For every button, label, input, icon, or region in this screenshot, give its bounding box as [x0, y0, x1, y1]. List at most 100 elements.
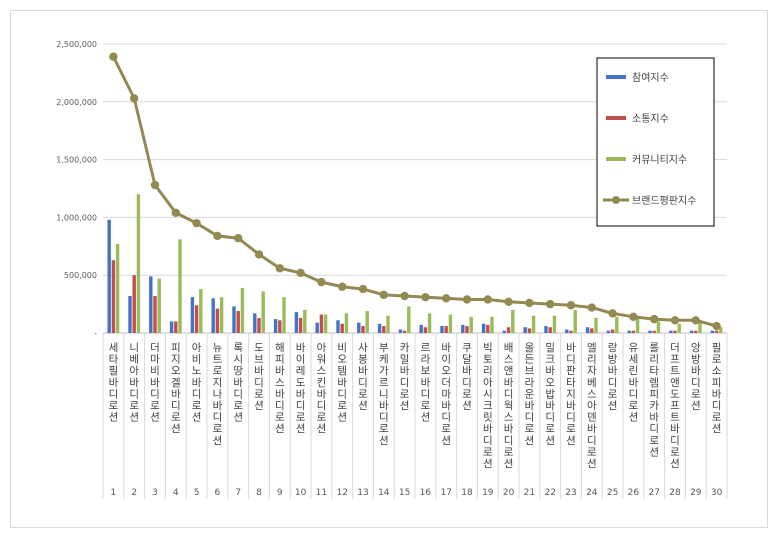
- bar: [107, 219, 111, 333]
- bar: [673, 330, 677, 333]
- bar: [336, 320, 340, 333]
- bar: [648, 330, 652, 333]
- bar: [590, 328, 594, 333]
- rank-label: 19: [482, 488, 494, 498]
- bar: [440, 326, 444, 333]
- bar: [656, 321, 661, 333]
- rank-label: 25: [607, 488, 618, 498]
- y-tick-label: 500,000: [64, 271, 97, 280]
- bar: [423, 327, 428, 333]
- data-point: [400, 291, 409, 301]
- data-point: [670, 316, 680, 325]
- bar: [261, 291, 265, 333]
- rank-label: 12: [336, 488, 347, 498]
- line-series: [109, 52, 721, 331]
- data-point: [275, 264, 284, 273]
- bar: [469, 316, 473, 333]
- bar: [569, 330, 573, 333]
- rank-label: 22: [544, 488, 555, 498]
- bar: [340, 323, 344, 333]
- bar: [132, 275, 136, 333]
- bar: [511, 309, 515, 333]
- legend-swatch: [606, 75, 626, 79]
- bar: [698, 322, 702, 333]
- rank-label: 6: [215, 488, 221, 498]
- data-point: [130, 94, 139, 103]
- rank-label: 26: [628, 488, 640, 498]
- bar: [544, 326, 548, 333]
- bar: [444, 326, 448, 333]
- data-point: [338, 282, 347, 291]
- bar: [419, 324, 423, 333]
- legend-label: 커뮤니티지수: [632, 154, 687, 166]
- legend-swatch: [606, 157, 626, 161]
- bar: [111, 260, 116, 333]
- data-point: [150, 180, 160, 190]
- bar: [232, 306, 236, 333]
- y-tick-label: 2,000,000: [56, 98, 97, 107]
- rank-label: 2: [131, 488, 137, 498]
- bar: [694, 330, 698, 333]
- rank-label: 10: [295, 488, 307, 498]
- rank-label: 17: [440, 488, 451, 498]
- bar: [565, 329, 569, 333]
- bar: [149, 276, 153, 333]
- bar: [194, 305, 199, 333]
- bar: [635, 317, 640, 333]
- bar: [178, 239, 182, 333]
- data-point: [109, 52, 118, 61]
- bar: [215, 308, 220, 333]
- data-point: [608, 309, 617, 318]
- bar: [357, 322, 361, 333]
- data-point: [462, 295, 472, 304]
- bar: [190, 297, 195, 333]
- data-point: [629, 312, 638, 322]
- bar: [631, 330, 636, 333]
- rank-label: 8: [256, 488, 262, 498]
- data-point: [504, 297, 513, 306]
- bar: [365, 311, 369, 333]
- bar: [253, 313, 257, 333]
- bar: [319, 314, 324, 333]
- bar: [606, 330, 611, 333]
- data-point: [442, 294, 451, 303]
- rank-label: 7: [235, 488, 241, 498]
- bar: [615, 316, 619, 333]
- bar: [303, 309, 307, 333]
- bar: [257, 317, 261, 333]
- bar: [174, 321, 178, 333]
- x-axis: 세 타 필 바 디 로 션 1 니 베 아 바 디 로 션 2 더 마 비 바 디 로 션 3 피 지 오 겔 바 디 로 션 4 아 비 노 바 디 로 션…: [102, 333, 728, 499]
- rank-label: 28: [669, 488, 681, 498]
- bar: [128, 296, 132, 333]
- bar: [677, 323, 681, 333]
- data-point: [213, 231, 222, 241]
- rank-label: 9: [277, 488, 283, 498]
- data-point: [192, 218, 201, 228]
- bar: [627, 330, 631, 333]
- bar: [240, 287, 245, 333]
- bar: [523, 327, 527, 333]
- bar: [585, 327, 590, 333]
- bar-series: [107, 194, 723, 333]
- data-point: [296, 268, 305, 278]
- bar: [719, 327, 723, 333]
- bar: [115, 243, 120, 333]
- bar: [552, 315, 557, 333]
- bar: [714, 330, 719, 333]
- data-point: [691, 316, 700, 325]
- bar: [169, 321, 174, 333]
- bar: [527, 328, 532, 333]
- bar: [461, 324, 465, 333]
- data-point: [546, 299, 555, 309]
- rank-label: 23: [565, 488, 576, 498]
- bar: [361, 326, 365, 333]
